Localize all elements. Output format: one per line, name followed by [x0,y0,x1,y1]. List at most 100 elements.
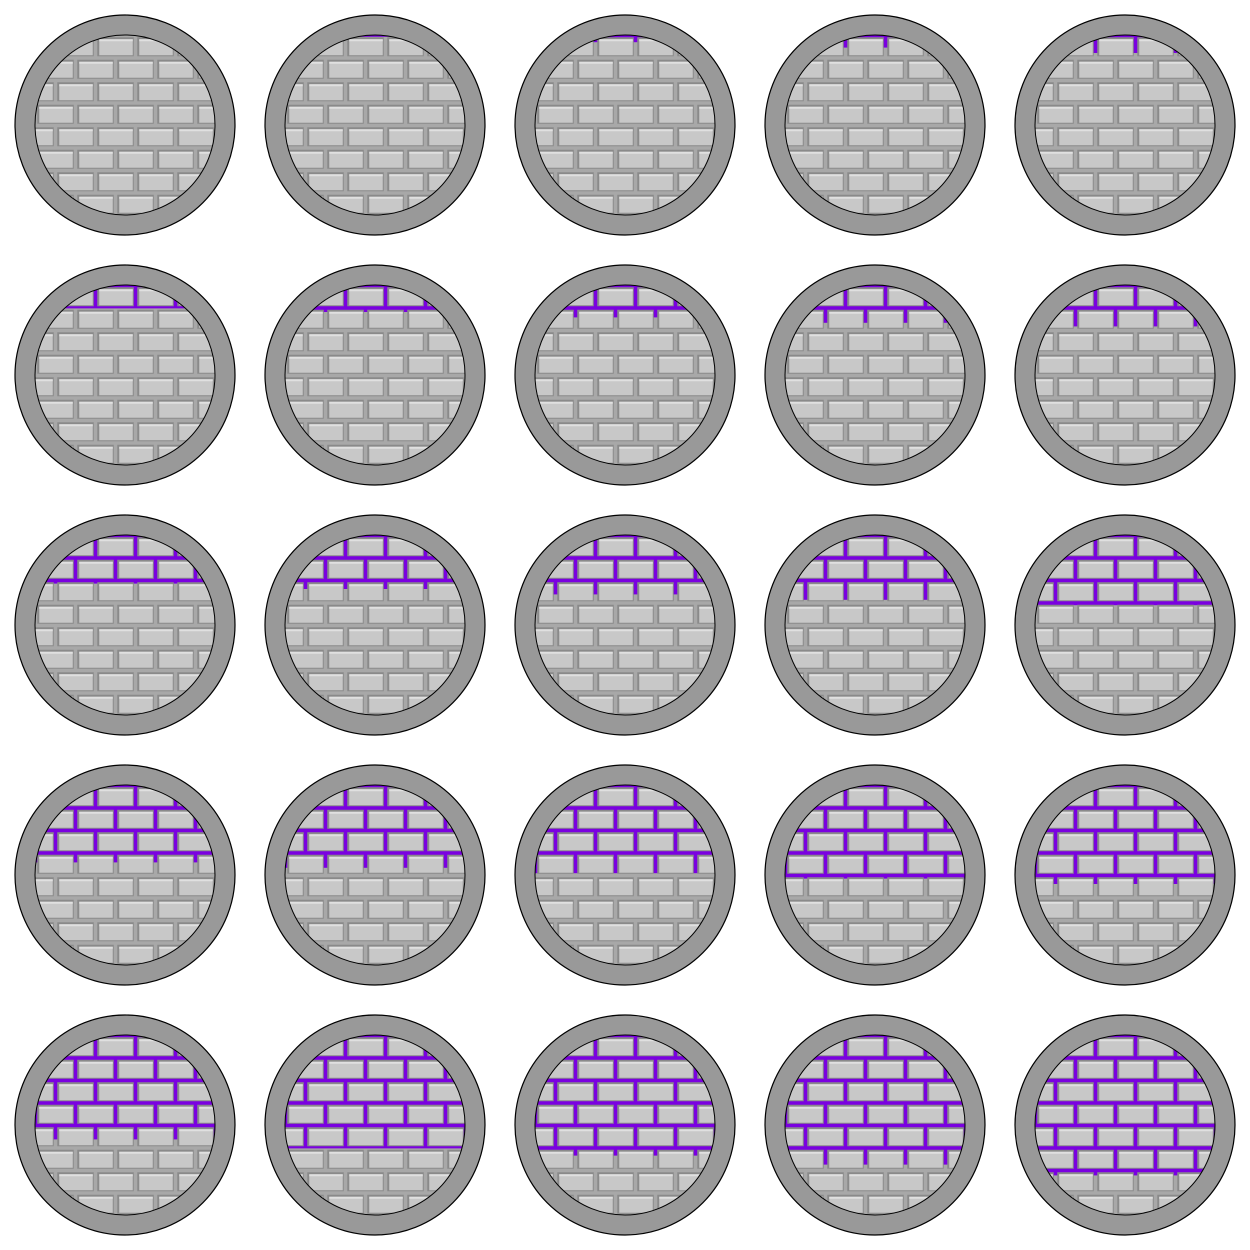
porthole-frame [764,1014,986,1236]
brick [639,1129,673,1146]
brick [539,356,573,373]
brick [719,789,753,805]
brick [219,289,253,305]
brick [479,539,513,555]
brick [0,924,13,940]
brick [369,946,403,963]
brick [0,1219,13,1235]
brick [719,174,753,190]
brick [239,312,273,328]
brick [599,1174,633,1191]
brick [869,696,903,713]
brick [1079,311,1113,328]
brick [1139,584,1173,601]
brick [309,674,343,691]
brick [619,1196,653,1213]
brick [1139,379,1173,396]
brick [159,561,193,578]
brick [619,151,653,168]
brick [1099,1129,1133,1146]
brick [849,424,883,441]
brick [409,401,443,418]
brick [1119,356,1153,373]
brick [739,402,773,418]
brick [329,901,363,918]
brick [719,674,753,690]
brick [729,674,763,690]
brick [369,401,403,418]
brick [35,629,53,646]
brick [929,969,963,985]
brick [289,151,323,168]
brick [79,856,113,873]
brick [429,629,463,646]
brick [849,629,883,646]
brick [1059,674,1093,691]
brick [1219,174,1250,190]
brick [849,334,883,351]
brick [829,311,863,328]
brick [99,629,133,646]
brick [349,879,383,896]
porthole-frame [1014,264,1236,486]
brick [599,584,633,601]
brick [389,1174,423,1191]
brick [1219,1039,1250,1055]
brick [99,1129,133,1146]
brick [579,606,613,623]
brick [979,1084,1013,1100]
brick [0,39,13,55]
brick [469,924,503,940]
brick [1239,152,1250,168]
brick [119,61,153,78]
brick [789,606,823,623]
brick [829,356,863,373]
porthole-frame [729,514,986,736]
brick [829,606,863,623]
brick [159,1151,193,1168]
brick [179,219,213,235]
brick [1059,879,1093,896]
brick-wall [535,35,753,215]
brick [539,401,573,418]
brick [369,356,403,373]
brick [639,834,673,851]
brick [619,901,653,918]
brick [619,401,653,418]
brick [1079,651,1113,668]
brick [99,174,133,191]
brick [59,84,93,101]
brick [219,1174,253,1190]
brick [349,1174,383,1191]
porthole-frame [764,14,1023,236]
brick [1239,1062,1250,1078]
brick [579,61,613,78]
brick [989,62,1023,78]
brick [159,856,193,873]
brick [579,856,613,873]
porthole-inner-edge [284,1034,466,1216]
brick [1159,561,1193,578]
porthole-inner-edge [34,1034,216,1216]
brick [699,856,715,873]
brick [1139,84,1173,101]
brick [119,696,153,713]
brick [1239,1197,1250,1213]
brick [289,856,323,873]
brick [789,1106,823,1123]
brick [979,719,1013,735]
brick [849,289,883,306]
brick [99,1039,133,1056]
brick [869,946,903,963]
brick [1159,401,1193,418]
brick [719,539,753,555]
brick [489,197,523,213]
porthole-frame [1014,14,1250,236]
brick [119,561,153,578]
brick [309,584,343,601]
brick [1139,1174,1173,1191]
brick [979,1174,1013,1190]
brick [59,674,93,691]
brick [469,674,503,690]
brick [1179,1084,1213,1101]
